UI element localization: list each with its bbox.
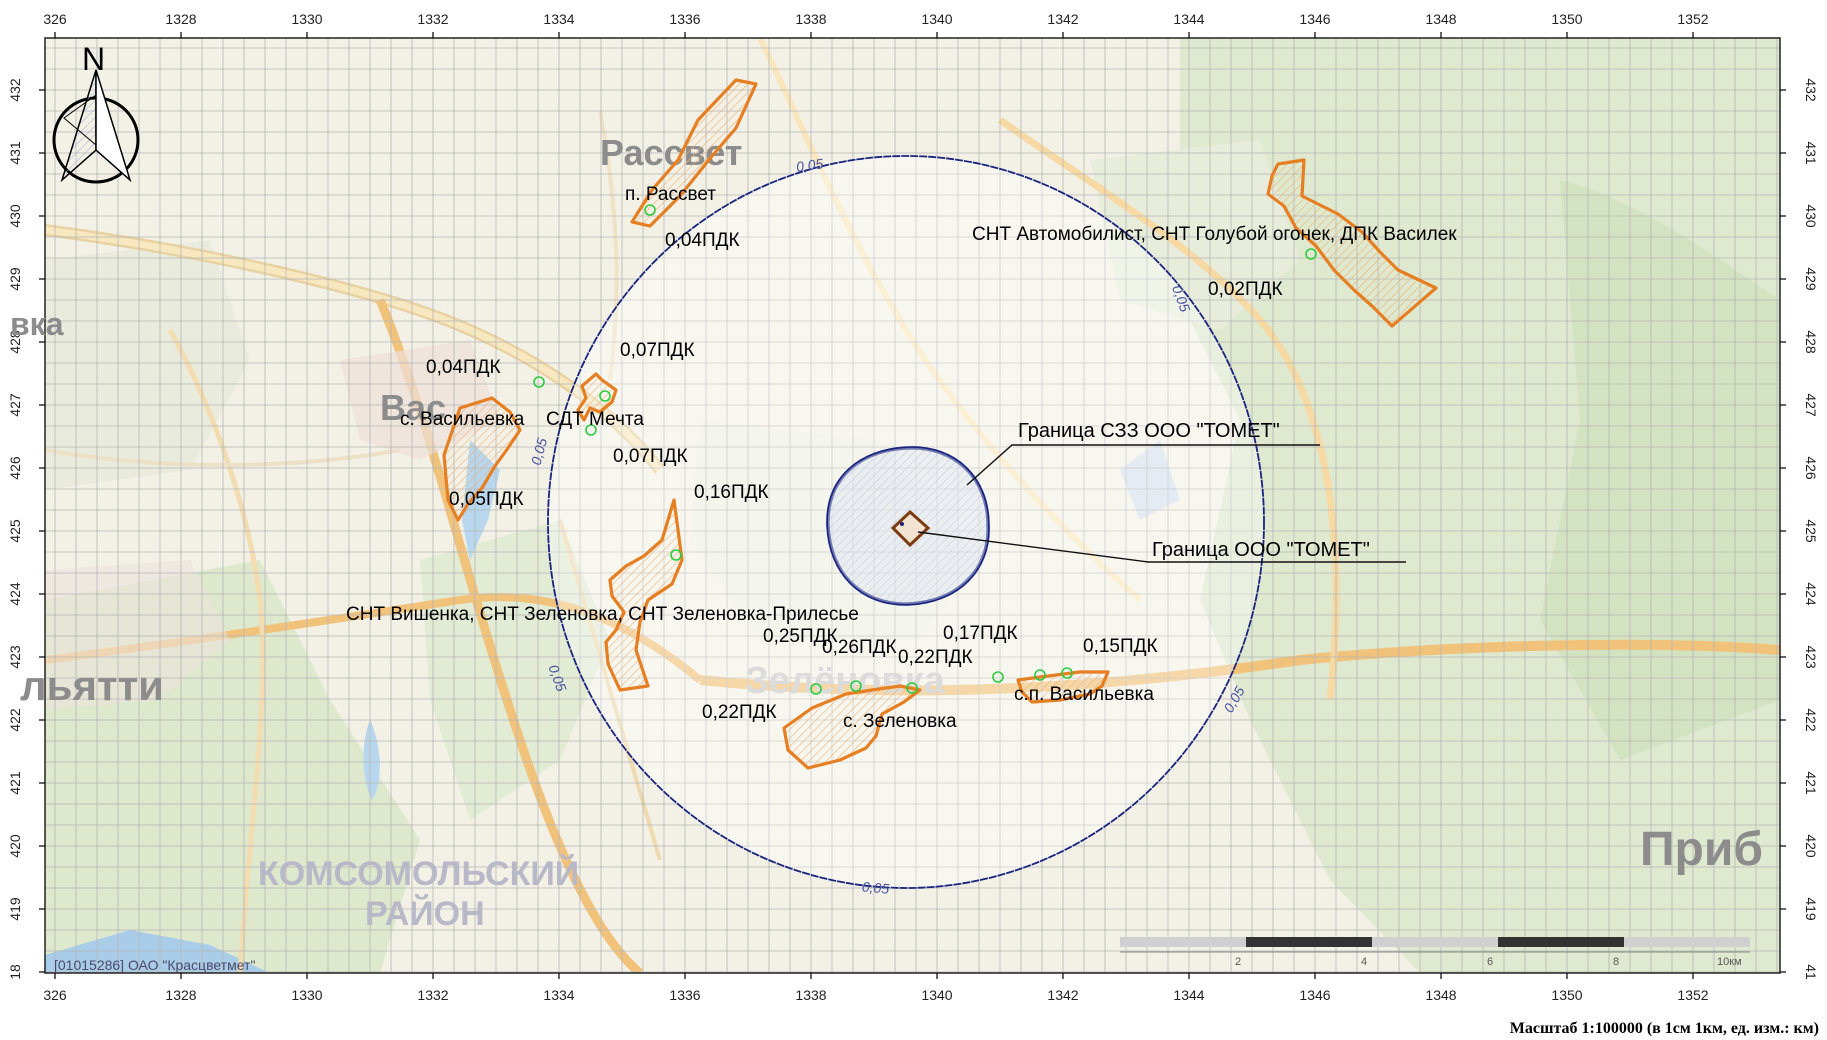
x-tick-label: 1336	[669, 987, 700, 1003]
pdk-snt-avto: 0,02ПДК	[1208, 279, 1283, 300]
x-tick-label: 1340	[921, 11, 952, 27]
y-tick-label: 432	[7, 78, 23, 102]
pdk-z4: 0,17ПДК	[943, 623, 1018, 644]
x-tick-label: 1344	[1173, 987, 1204, 1003]
y-tick-label: 427	[7, 393, 23, 417]
y-tick-label: 422	[7, 708, 23, 732]
y-tick-label: 429	[7, 267, 23, 291]
scale-tick-8: 8	[1613, 956, 1619, 968]
x-tick-label: 1340	[921, 987, 952, 1003]
pdk-mechta-low: 0,07ПДК	[613, 446, 688, 467]
x-tick-label: 1336	[669, 11, 700, 27]
y-tick-label: 423	[1803, 645, 1819, 669]
y-tick-label: 421	[1803, 771, 1819, 795]
x-tick-label: 1334	[543, 987, 574, 1003]
x-tick-label: 1344	[1173, 11, 1204, 27]
y-tick-label: 428	[1803, 330, 1819, 354]
scale-tick-2: 2	[1235, 956, 1241, 968]
y-tick-label: 425	[1803, 519, 1819, 543]
isoline-label-bottom: 0,05	[861, 878, 890, 896]
scale-caption: Масштаб 1:100000 (в 1см 1км, ед. изм.: к…	[1510, 1020, 1819, 1038]
x-tick-label: 326	[43, 987, 67, 1003]
pdk-vishenka: 0,16ПДК	[694, 482, 769, 503]
y-tick-label: 426	[1803, 456, 1819, 480]
place-snt-avto: СНТ Автомобилист, СНТ Голубой огонек, ДП…	[972, 224, 1457, 245]
basemap-label-rayon: РАЙОН	[365, 894, 485, 933]
y-tick-label: 431	[1803, 141, 1819, 165]
x-tick-label: 1338	[795, 987, 826, 1003]
x-tick-label: 1346	[1299, 11, 1330, 27]
place-snt-vishenka: СНТ Вишенка, СНТ Зеленовка, СНТ Зеленовк…	[346, 604, 859, 625]
y-tick-label: 41	[1803, 964, 1819, 980]
y-tick-label: 421	[7, 771, 23, 795]
x-tick-label: 1350	[1551, 987, 1582, 1003]
y-axis-right: 432 431 430 429 428 427 426 425 424 423 422 421 420 4…	[1780, 78, 1819, 980]
scale-tick-10: 10км	[1717, 956, 1742, 968]
annotation-plant-boundary: Граница ООО "ТОМЕТ"	[1152, 539, 1370, 561]
place-sp-vasilyevka: с.п. Васильевка	[1014, 684, 1154, 705]
pdk-sp-vas: 0,15ПДК	[1083, 636, 1158, 657]
x-tick-label: 1332	[417, 11, 448, 27]
annotation-sz-boundary: Граница СЗЗ ООО "ТОМЕТ"	[1018, 420, 1280, 442]
place-s-vasilyevka: с. Васильевка	[400, 409, 525, 430]
y-tick-label: 424	[1803, 582, 1819, 606]
y-tick-label: 432	[1803, 78, 1819, 102]
place-s-zelenovka: с. Зеленовка	[843, 711, 957, 732]
x-tick-label: 1330	[291, 11, 322, 27]
y-tick-label: 18	[7, 964, 23, 980]
x-tick-label: 1328	[165, 11, 196, 27]
y-tick-label: 426	[7, 456, 23, 480]
pdk-z2: 0,26ПДК	[822, 637, 897, 658]
source-label: [01015286] ОАО "Красцветмет"	[54, 957, 255, 973]
place-p-rassvet: п. Рассвет	[625, 184, 716, 205]
x-tick-label: 1342	[1047, 987, 1078, 1003]
basemap-label-togliatti-partial: льятти	[20, 662, 164, 709]
north-arrow-label: N	[82, 41, 105, 77]
y-tick-label: 420	[1803, 834, 1819, 858]
y-tick-label: 430	[1803, 204, 1819, 228]
y-tick-label: 429	[1803, 267, 1819, 291]
x-tick-label: 1348	[1425, 987, 1456, 1003]
place-sdt-mechta: СДТ Мечта	[546, 409, 644, 430]
pdk-vasilyevka-top: 0,04ПДК	[426, 357, 501, 378]
x-tick-label: 1350	[1551, 11, 1582, 27]
pdk-z5: 0,22ПДК	[702, 702, 777, 723]
pdk-z3: 0,22ПДК	[898, 647, 973, 668]
x-tick-label: 1348	[1425, 11, 1456, 27]
pdk-rassvet: 0,04ПДК	[665, 230, 740, 251]
y-tick-label: 425	[7, 519, 23, 543]
y-tick-label: 424	[7, 582, 23, 606]
x-tick-label: 1352	[1677, 987, 1708, 1003]
y-tick-label: 419	[1803, 897, 1819, 921]
x-tick-label: 1342	[1047, 11, 1078, 27]
basemap-label-prib: Приб	[1640, 823, 1763, 876]
y-tick-label: 430	[7, 204, 23, 228]
y-tick-label: 431	[7, 141, 23, 165]
x-tick-label: 1328	[165, 987, 196, 1003]
pdk-vasilyevka-low: 0,05ПДК	[449, 489, 524, 510]
scale-tick-6: 6	[1487, 956, 1493, 968]
x-tick-label: 326	[43, 11, 67, 27]
y-axis-left: 4324314304294284274264254244234224214204…	[7, 78, 45, 980]
pdk-mechta-top: 0,07ПДК	[620, 340, 695, 361]
basemap-label-komsomolsky: КОМСОМОЛЬСКИЙ	[258, 854, 579, 893]
x-tick-label: 1346	[1299, 987, 1330, 1003]
basemap-label-vasilyevka-partial: вка	[10, 306, 64, 342]
x-tick-label: 1334	[543, 11, 574, 27]
x-tick-label: 1332	[417, 987, 448, 1003]
scale-tick-4: 4	[1361, 956, 1367, 968]
x-tick-label: 1352	[1677, 11, 1708, 27]
y-tick-label: 419	[7, 897, 23, 921]
x-axis-top: 326 1328 1330 1332 1334 1336 1338 1340 1342 1344 1…	[43, 11, 1708, 38]
y-tick-label: 427	[1803, 393, 1819, 417]
y-tick-label: 420	[7, 834, 23, 858]
y-tick-label: 422	[1803, 708, 1819, 732]
x-tick-label: 1330	[291, 987, 322, 1003]
x-tick-label: 1338	[795, 11, 826, 27]
x-axis-bottom: 326 1328 1330 1332 1334 1336 1338 1340 1342 1344 1…	[43, 973, 1708, 1003]
